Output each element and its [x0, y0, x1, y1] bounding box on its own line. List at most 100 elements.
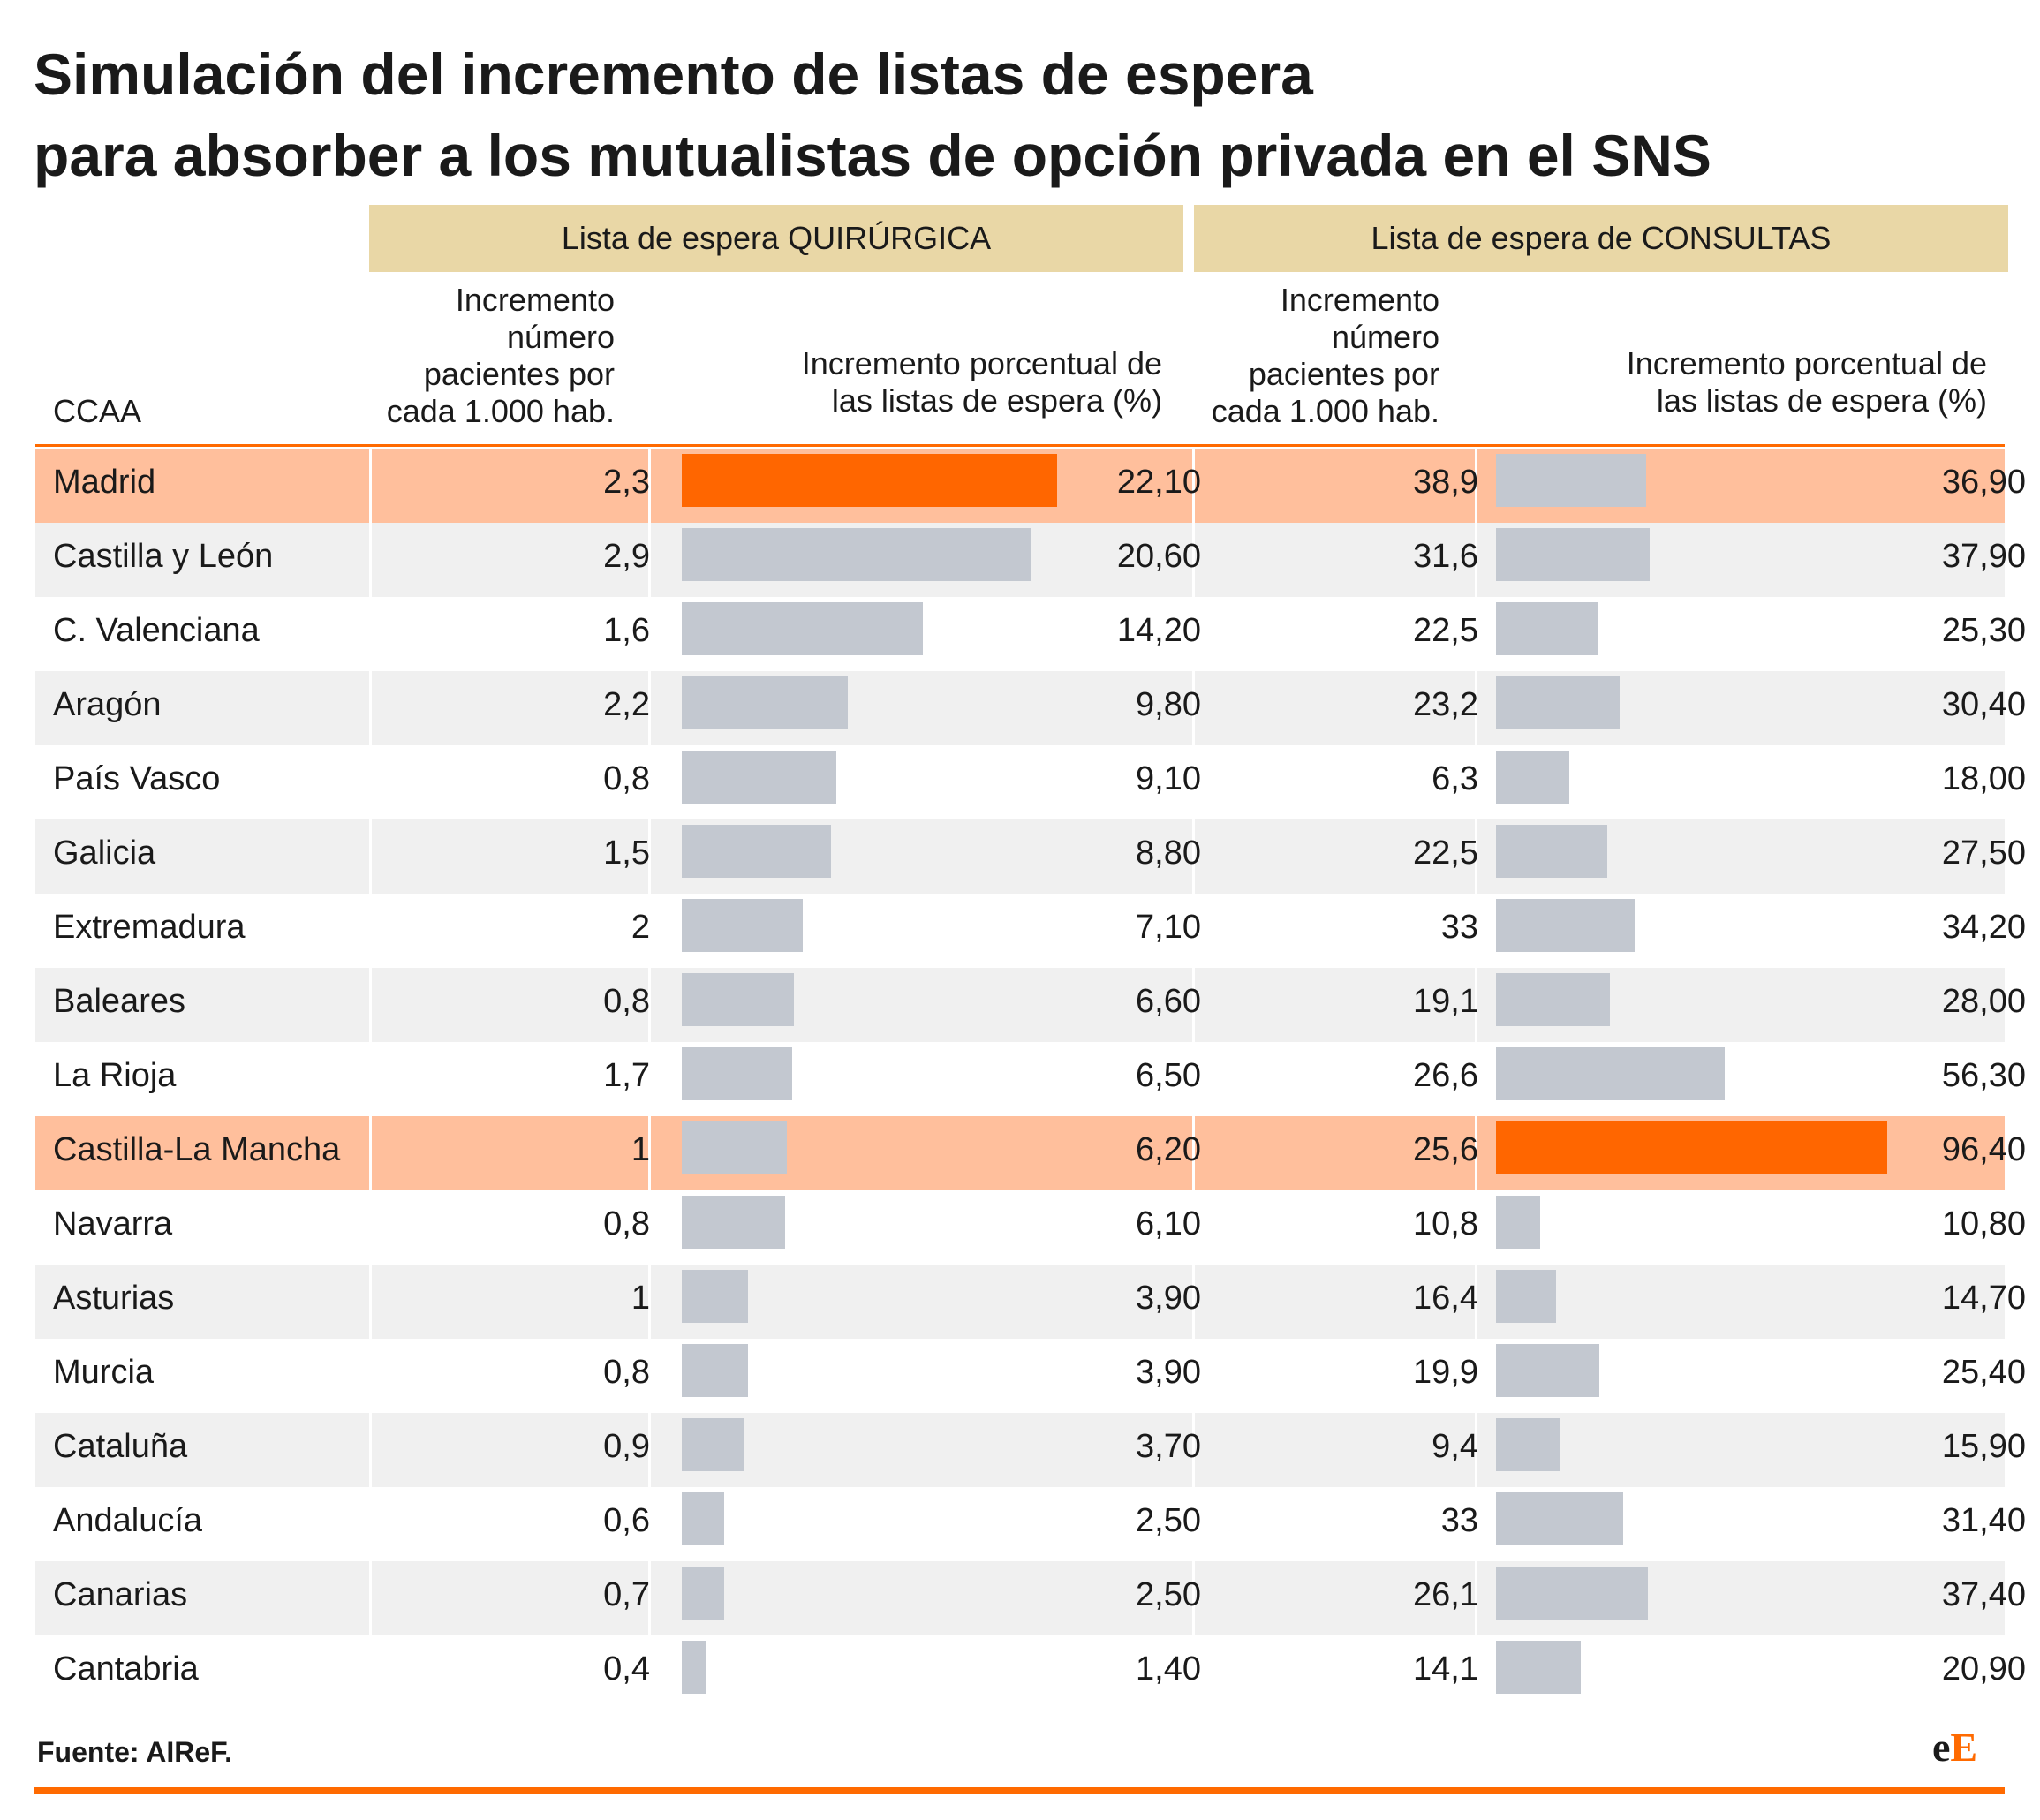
column-separator [1192, 1042, 1195, 1116]
quir-bar [682, 1641, 706, 1694]
cons-pacientes-value: 26,1 [1413, 1575, 1478, 1613]
column-separator [1192, 1413, 1195, 1487]
header-line: número [1331, 319, 1439, 355]
quir-porcentual-label: 2,50 [1136, 1575, 1201, 1613]
column-header-quir-porcentual: Incremento porcentual de las listas de e… [671, 345, 1162, 419]
quir-bar [682, 1344, 748, 1397]
column-separator [1475, 1265, 1477, 1339]
cons-porcentual-label: 37,40 [1941, 1575, 2026, 1613]
cons-pacientes-value: 14,1 [1413, 1650, 1478, 1688]
column-separator [369, 1413, 372, 1487]
ccaa-label: Castilla y León [53, 537, 274, 575]
quir-pacientes-value: 2,3 [603, 463, 650, 501]
header-divider [35, 444, 2005, 447]
column-separator [1475, 449, 1477, 523]
cons-porcentual-label: 18,00 [1941, 759, 2026, 797]
column-separator [648, 1265, 651, 1339]
quir-porcentual-label: 9,10 [1136, 759, 1201, 797]
quir-bar [682, 973, 794, 1026]
cons-porcentual-label: 37,90 [1941, 537, 2026, 575]
column-separator [648, 1635, 651, 1710]
quir-bar [682, 751, 836, 804]
quir-porcentual-label: 9,80 [1136, 685, 1201, 723]
cons-bar [1496, 1047, 1725, 1100]
header-line: Incremento porcentual de [1626, 345, 1987, 381]
quir-porcentual-label: 2,50 [1136, 1501, 1201, 1539]
column-separator [648, 894, 651, 968]
cons-bar [1496, 454, 1646, 507]
cons-porcentual-label: 34,20 [1941, 908, 2026, 946]
column-separator [1192, 745, 1195, 819]
table-row: Galicia 1,5 8,80 22,5 27,50 [35, 819, 2026, 894]
quir-bar [682, 528, 1032, 581]
quir-porcentual-label: 8,80 [1136, 834, 1201, 872]
quir-pacientes-value: 0,8 [603, 1353, 650, 1391]
cons-pacientes-value: 6,3 [1432, 759, 1478, 797]
cons-pacientes-value: 23,2 [1413, 685, 1478, 723]
ccaa-label: Asturias [53, 1279, 175, 1317]
column-separator [1192, 1190, 1195, 1265]
logo: eE [1932, 1724, 1977, 1771]
cons-pacientes-value: 38,9 [1413, 463, 1478, 501]
column-separator [1192, 819, 1195, 894]
quir-porcentual-label: 3,70 [1136, 1427, 1201, 1465]
column-header-cons-porcentual: Incremento porcentual de las listas de e… [1496, 345, 1987, 419]
cons-pacientes-value: 9,4 [1432, 1427, 1478, 1465]
ccaa-label: País Vasco [53, 759, 221, 797]
cons-bar [1496, 1492, 1624, 1545]
cons-porcentual-label: 36,90 [1941, 463, 2026, 501]
cons-pacientes-value: 33 [1440, 908, 1478, 946]
header-line: las listas de espera (%) [1656, 382, 1987, 419]
cons-bar [1496, 528, 1651, 581]
cons-porcentual-label: 31,40 [1941, 1501, 2026, 1539]
quir-pacientes-value: 1,6 [603, 611, 650, 649]
column-separator [369, 1190, 372, 1265]
column-separator [369, 894, 372, 968]
column-separator [369, 449, 372, 523]
quir-porcentual-label: 6,60 [1136, 982, 1201, 1020]
column-separator [1475, 1413, 1477, 1487]
column-separator [1475, 1635, 1477, 1710]
column-separator [1192, 1339, 1195, 1413]
column-header-cons-pacientes: Incremento número pacientes por cada 1.0… [1178, 282, 1439, 430]
header-line: pacientes por [423, 356, 615, 392]
cons-pacientes-value: 31,6 [1413, 537, 1478, 575]
column-separator [1475, 968, 1477, 1042]
column-separator [1475, 671, 1477, 745]
column-separator [1192, 968, 1195, 1042]
cons-bar [1496, 1196, 1540, 1249]
column-separator [648, 523, 651, 597]
table-row: Navarra 0,8 6,10 10,8 10,80 [35, 1190, 2026, 1265]
cons-bar [1496, 1418, 1561, 1471]
column-separator [648, 1190, 651, 1265]
quir-porcentual-label: 14,20 [1116, 611, 1201, 649]
column-separator [1192, 1116, 1195, 1190]
quir-bar [682, 1270, 748, 1323]
ccaa-label: Andalucía [53, 1501, 203, 1539]
cons-pacientes-value: 19,1 [1413, 982, 1478, 1020]
table-row: Castilla y León 2,9 20,60 31,6 37,90 [35, 523, 2026, 597]
column-separator [1192, 449, 1195, 523]
table-row: La Rioja 1,7 6,50 26,6 56,30 [35, 1042, 2026, 1116]
column-separator [648, 819, 651, 894]
cons-porcentual-label: 27,50 [1941, 834, 2026, 872]
ccaa-label: Madrid [53, 463, 156, 501]
chart-title-line-2: para absorber a los mutualistas de opció… [34, 123, 1711, 188]
header-line: pacientes por [1248, 356, 1439, 392]
quir-porcentual-label: 22,10 [1116, 463, 1201, 501]
column-separator [1475, 597, 1477, 671]
column-separator [1192, 523, 1195, 597]
quir-porcentual-label: 6,10 [1136, 1205, 1201, 1242]
ccaa-label: Cantabria [53, 1650, 199, 1688]
ccaa-label: Cataluña [53, 1427, 188, 1465]
quir-pacientes-value: 1 [631, 1130, 650, 1168]
quir-bar [682, 1418, 745, 1471]
quir-pacientes-value: 2,2 [603, 685, 650, 723]
column-separator [369, 1042, 372, 1116]
quir-pacientes-value: 0,6 [603, 1501, 650, 1539]
cons-porcentual-label: 25,30 [1941, 611, 2026, 649]
column-separator [369, 968, 372, 1042]
column-separator [1475, 1190, 1477, 1265]
source-note: Fuente: AIReF. [37, 1736, 233, 1768]
cons-bar [1496, 899, 1636, 952]
